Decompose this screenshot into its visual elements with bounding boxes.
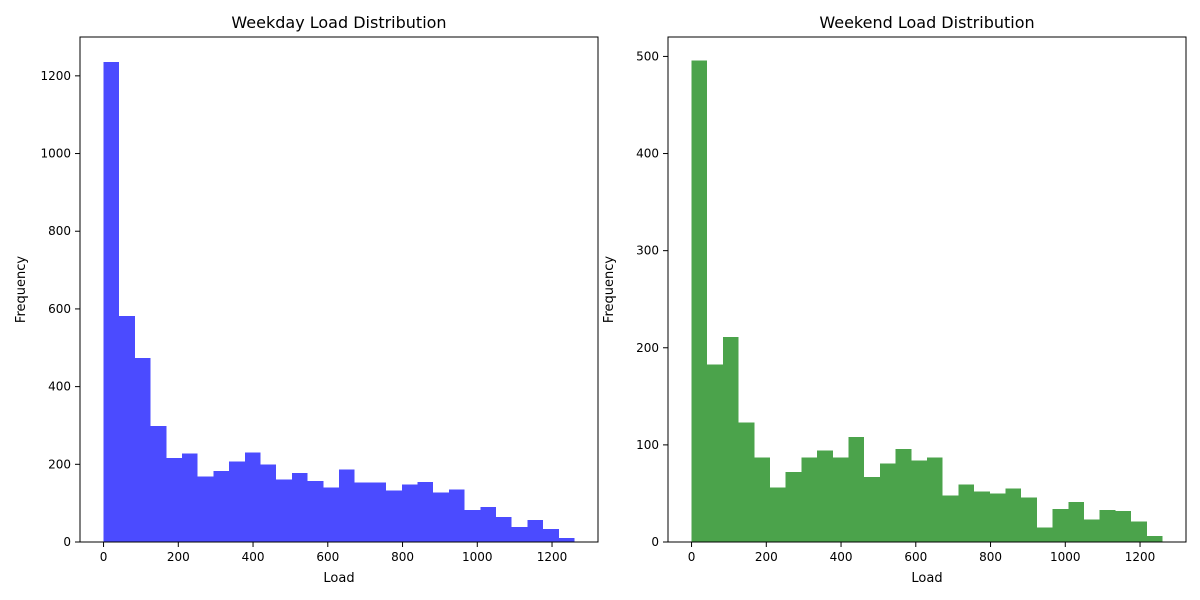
y-tick-label: 200 [48,457,71,471]
histogram-bar [119,315,135,542]
histogram-bar [417,481,434,542]
histogram-bar [895,448,912,542]
histogram-bar [213,470,230,542]
histogram-bar [817,450,833,542]
histogram-bar [511,526,528,542]
weekend-chart: Weekend Load Distribution Load Frequency… [602,13,1187,586]
x-axis-label: Load [911,571,942,586]
weekday-chart: Weekday Load Distribution Load Frequency… [14,13,599,586]
histogram-bar [401,484,418,542]
x-tick-label: 1000 [1050,550,1081,564]
y-tick-label: 800 [48,224,71,238]
x-tick-label: 600 [316,550,339,564]
histogram-bar [448,489,465,542]
histogram-bar [927,457,943,542]
histogram-bar [722,337,739,542]
x-tick-label: 1200 [537,550,568,564]
histogram-bar [464,510,481,542]
y-tick-label: 0 [63,535,71,549]
histogram-bar [480,507,496,542]
histogram-bar [291,472,308,542]
x-tick-label: 200 [755,550,778,564]
histogram-bar [370,482,387,542]
histogram-bar [942,495,959,542]
histogram-bar [989,493,1006,542]
y-axis-label: Frequency [14,256,29,323]
histogram-bar [848,437,865,542]
histogram-bar [738,422,755,542]
x-tick-label: 400 [242,550,265,564]
histogram-bar [1068,502,1084,542]
y-tick-label: 0 [651,535,659,549]
x-axis-label: Load [323,571,354,586]
histogram-bar [386,490,402,542]
y-axis-label: Frequency [602,256,617,323]
x-tick-label: 800 [391,550,414,564]
histogram-bar [754,457,771,542]
histogram-bar [1146,536,1163,542]
histogram-bar [307,481,324,542]
histogram-bar [527,520,544,542]
x-tick-label: 800 [979,550,1002,564]
histogram-bar [433,492,449,542]
histogram-bar [1036,527,1053,542]
histogram-bar [879,463,896,542]
histogram-bar [864,476,880,542]
y-tick-label: 300 [636,244,659,258]
histogram-bar [1115,510,1132,542]
y-tick-label: 400 [636,147,659,161]
plot-frame [667,36,1187,543]
histogram-bar [166,458,183,542]
histogram-bar [1099,509,1116,542]
histogram-bar [323,487,339,542]
histogram-bar [134,357,151,542]
x-tick-label: 1000 [462,550,493,564]
y-tick-label: 500 [636,49,659,63]
histogram-bar [785,472,802,542]
histogram-bar [707,364,723,542]
y-tick-label: 600 [48,302,71,316]
histogram-bar [339,469,355,542]
histogram-bar [197,476,214,542]
histogram-bar [911,460,927,542]
histogram-bar [495,516,512,542]
y-tick-label: 200 [636,341,659,355]
x-tick-label: 400 [830,550,853,564]
plot-frame [79,36,599,543]
x-tick-label: 0 [688,550,696,564]
histogram-bar [182,453,198,542]
histogram-bar [229,461,245,542]
histogram-bar [691,60,708,543]
y-tick-label: 400 [48,380,71,394]
histogram-bar [150,426,167,542]
histogram-bar [354,482,371,542]
histogram-bar [260,464,277,542]
histogram-bar [974,491,990,542]
y-tick-label: 100 [636,438,659,452]
histogram-bar [558,538,575,542]
histogram-bar [958,484,975,542]
histogram-bar [770,487,786,542]
histogram-bar [244,452,261,542]
histogram-bar [1131,521,1147,542]
histogram-bar [543,529,559,542]
histogram-bar [1052,508,1069,542]
chart-title: Weekend Load Distribution [819,13,1034,32]
histogram-bar [801,457,818,542]
x-tick-label: 600 [904,550,927,564]
histogram-bar [1005,488,1022,542]
x-tick-label: 1200 [1125,550,1156,564]
histogram-bar [103,61,120,542]
chart-title: Weekday Load Distribution [231,13,446,32]
histogram-bar [1021,497,1037,542]
histogram-bar [832,457,849,542]
y-tick-label: 1000 [40,147,71,161]
x-tick-label: 200 [167,550,190,564]
histogram-bar [276,479,292,542]
x-tick-label: 0 [100,550,108,564]
histogram-bar [1083,519,1100,542]
y-tick-label: 1200 [40,69,71,83]
